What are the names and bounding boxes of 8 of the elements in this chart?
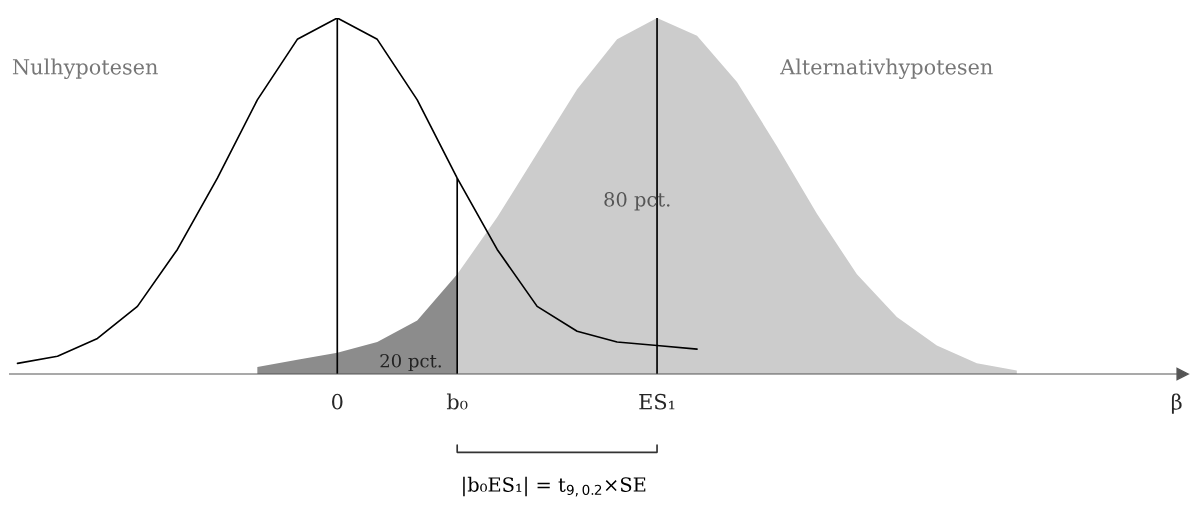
annotation: Alternativhypotesen <box>779 58 993 79</box>
text: |b₀ES₁| = t$_{9,0.2}$×SE <box>463 476 646 497</box>
x-tick-label: b₀ <box>446 393 468 410</box>
annotation: Nulhypotesen <box>12 58 158 79</box>
x-tick-label: ES₁ <box>639 393 675 410</box>
annotation: 20 pct. <box>380 353 441 372</box>
x-tick-label: 0 <box>332 393 343 410</box>
x-tick-label: β <box>1171 393 1182 414</box>
